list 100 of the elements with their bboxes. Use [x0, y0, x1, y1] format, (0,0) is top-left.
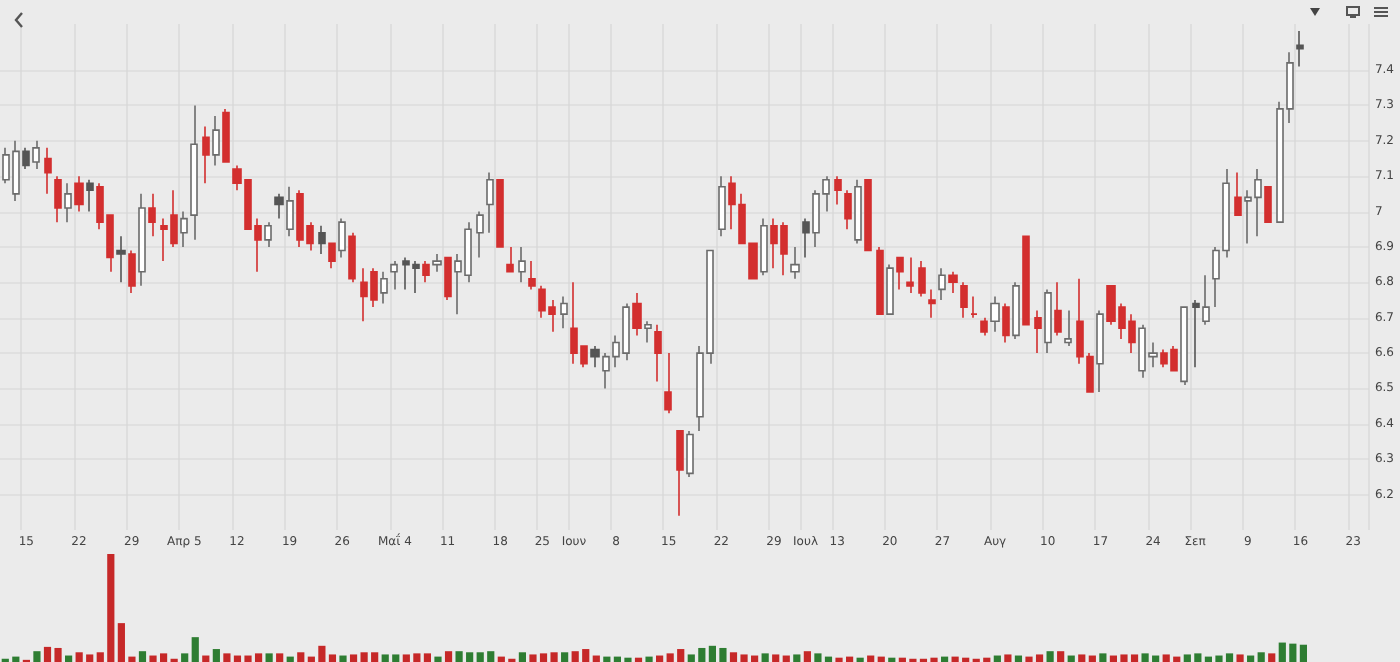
candlestick: [444, 256, 452, 301]
bar: [181, 653, 189, 662]
bar: [191, 637, 199, 662]
candlestick: [44, 147, 52, 195]
bar: [1257, 652, 1265, 662]
candlestick: [422, 260, 430, 284]
candlestick: [970, 295, 978, 319]
candlestick: [264, 221, 272, 248]
candlestick: [560, 295, 568, 330]
candlestick: [1234, 171, 1242, 216]
bar: [212, 649, 220, 662]
candlestick: [148, 193, 156, 238]
candlestick: [644, 320, 652, 344]
bar: [349, 654, 358, 662]
bar: [803, 651, 811, 662]
candlestick: [886, 263, 894, 315]
bar: [1268, 653, 1276, 662]
bar: [1057, 651, 1065, 662]
bar: [297, 652, 305, 662]
bar: [265, 653, 273, 662]
candlestick: [486, 171, 494, 234]
candlestick: [654, 323, 662, 383]
candlestick: [1054, 281, 1062, 337]
candlestick: [74, 175, 84, 213]
bar: [561, 652, 569, 662]
candlestick: [718, 175, 726, 238]
candlestick: [1064, 309, 1072, 347]
candlestick: [1002, 302, 1010, 344]
bar: [1299, 644, 1307, 662]
candlestick: [590, 345, 600, 369]
candlestick: [990, 295, 1000, 333]
candlestick: [760, 217, 768, 277]
candlestick: [864, 178, 872, 252]
bar: [518, 652, 527, 662]
candlestick: [896, 256, 904, 291]
bar: [793, 654, 801, 662]
candlestick: [906, 256, 914, 294]
bar: [286, 656, 294, 662]
bar: [276, 653, 284, 662]
candlestick: [854, 178, 862, 245]
bar: [772, 654, 780, 662]
candlestick: [1296, 30, 1304, 68]
bar: [339, 655, 347, 662]
candlestick: [844, 189, 852, 231]
bar: [434, 656, 442, 662]
bar: [423, 653, 432, 662]
bar: [761, 653, 769, 662]
candlestick: [980, 316, 988, 337]
candlestick: [948, 270, 958, 294]
candlestick: [138, 193, 146, 287]
candlestick: [960, 281, 968, 319]
candlestick: [476, 210, 484, 259]
bar: [138, 651, 147, 662]
bar: [645, 656, 653, 662]
candlestick: [380, 270, 388, 305]
candlestick: [286, 185, 294, 238]
candlestick: [790, 246, 800, 280]
candlestick: [222, 108, 230, 163]
candlestick: [390, 260, 398, 291]
candlestick: [338, 217, 346, 259]
candlestick: [348, 231, 356, 284]
candlestick: [1192, 299, 1200, 369]
candlestick: [928, 288, 936, 319]
candlestick: [116, 235, 126, 284]
candlestick: [664, 352, 672, 415]
candlestick: [1012, 281, 1020, 340]
candlestick: [496, 178, 504, 248]
bar: [877, 656, 885, 662]
candlestick: [318, 224, 326, 255]
candlestick: [22, 147, 30, 170]
bar: [33, 651, 41, 662]
bar: [603, 656, 611, 662]
candlestick: [1264, 185, 1272, 223]
candlestick: [328, 242, 336, 269]
bar: [940, 656, 949, 662]
candlestick: [938, 267, 946, 301]
bar: [1046, 651, 1054, 662]
candlestick: [506, 246, 514, 273]
candlestick: [676, 430, 684, 517]
candlestick: [686, 430, 694, 478]
candlestick: [202, 125, 210, 185]
candlestick: [802, 217, 810, 259]
bar: [1004, 654, 1012, 662]
candlestick: [274, 193, 284, 220]
candlestick: [1022, 235, 1030, 326]
candlestick: [32, 139, 40, 170]
candlestick: [86, 178, 94, 213]
candlestick: [64, 182, 72, 223]
candlestick: [1044, 288, 1052, 354]
candlestick: [834, 175, 842, 206]
candlestick: [918, 260, 926, 298]
candlestick: [54, 175, 62, 223]
candlestick: [180, 210, 188, 248]
bar: [1078, 654, 1086, 662]
candlestick: [1034, 309, 1042, 354]
candlestick: [190, 104, 198, 241]
candlestick: [528, 260, 536, 291]
bar: [1099, 653, 1107, 662]
candlestick: [1180, 306, 1188, 386]
candlestick: [876, 246, 884, 315]
